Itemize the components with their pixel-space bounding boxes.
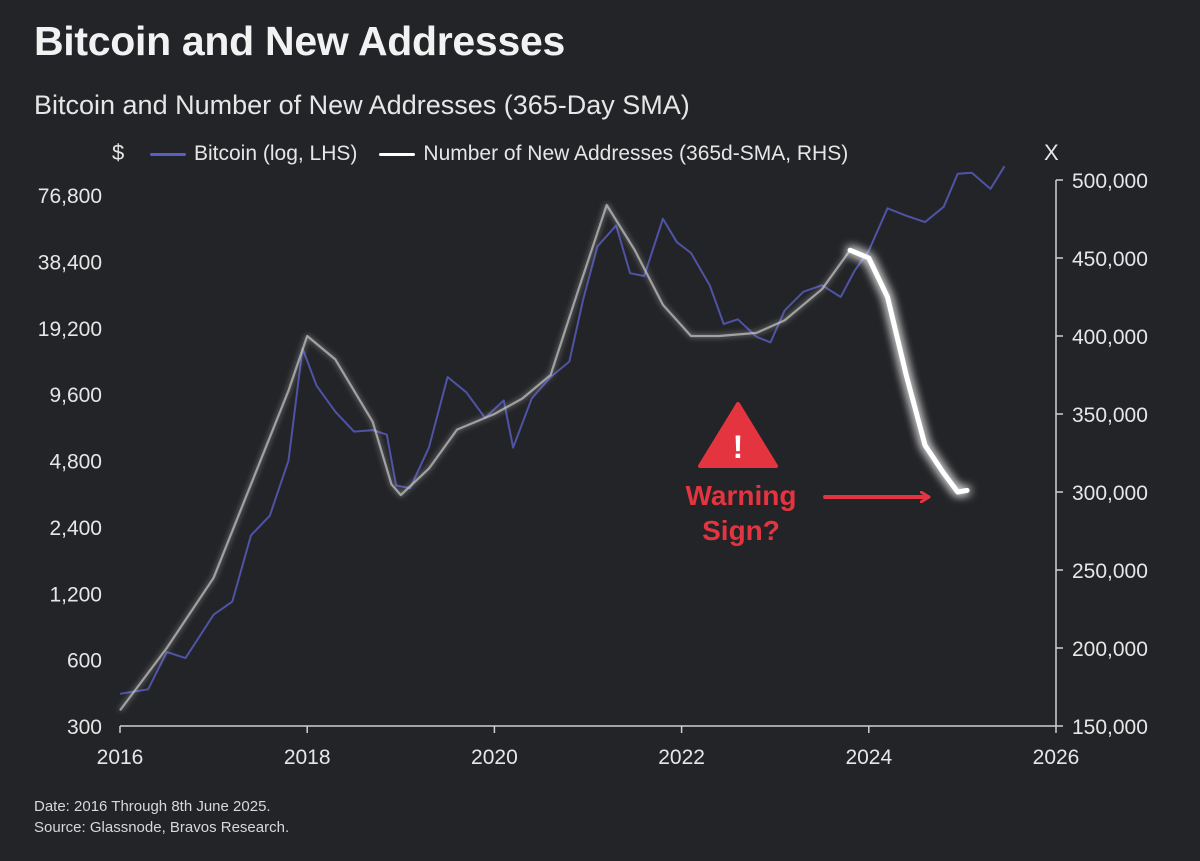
warning-text-line2: Sign? xyxy=(702,515,780,546)
right-y-tick-label: 150,000 xyxy=(1072,716,1148,739)
right-y-tick-label: 200,000 xyxy=(1072,638,1148,661)
x-tick-label: 2018 xyxy=(284,746,331,769)
left-y-tick-label: 9,600 xyxy=(49,384,102,407)
x-tick-label: 2016 xyxy=(97,746,144,769)
warning-triangle-icon xyxy=(698,402,778,468)
left-y-tick-label: 38,400 xyxy=(38,252,102,275)
legend-label-bitcoin: Bitcoin (log, LHS) xyxy=(194,142,358,165)
legend-swatch-bitcoin xyxy=(150,152,186,156)
right-y-tick-label: 300,000 xyxy=(1072,482,1148,505)
warning-text-line1: Warning xyxy=(686,480,797,511)
legend-item-new-addresses: Number of New Addresses (365d-SMA, RHS) xyxy=(379,142,848,166)
left-y-tick-label: 4,800 xyxy=(49,451,102,474)
new-addresses-line xyxy=(119,203,851,712)
right-y-tick-label: 500,000 xyxy=(1072,170,1148,193)
series-layer xyxy=(119,165,1006,712)
chart-legend: Bitcoin (log, LHS) Number of New Address… xyxy=(150,140,870,168)
warning-annotation: ! Warning Sign? xyxy=(686,402,928,546)
right-y-tick-label: 350,000 xyxy=(1072,404,1148,427)
x-tick-label: 2020 xyxy=(471,746,518,769)
new-addresses-highlight-line xyxy=(847,247,970,495)
left-y-tick-label: 1,200 xyxy=(49,583,102,606)
right-y-tick-label: 450,000 xyxy=(1072,248,1148,271)
left-axis-unit: $ xyxy=(112,140,125,165)
x-tick-label: 2026 xyxy=(1033,746,1080,769)
legend-label-new-addresses: Number of New Addresses (365d-SMA, RHS) xyxy=(423,142,849,165)
bitcoin-price-line xyxy=(119,165,1006,695)
axes-layer: 2016 2018 2020 2022 2024 2026 300 600 1,200 2,400… xyxy=(38,170,1148,769)
page-title: Bitcoin and New Addresses xyxy=(34,18,565,64)
x-tick-label: 2024 xyxy=(845,746,892,769)
warning-glyph: ! xyxy=(733,429,744,465)
chart-subtitle: Bitcoin and Number of New Addresses (365… xyxy=(34,90,690,120)
right-axis-unit: X xyxy=(1044,140,1059,165)
x-tick-label: 2022 xyxy=(658,746,705,769)
legend-item-bitcoin: Bitcoin (log, LHS) xyxy=(150,142,357,166)
chart-footer: Date: 2016 Through 8th June 2025. Source… xyxy=(34,796,289,838)
left-y-tick-label: 76,800 xyxy=(38,185,102,208)
footer-source: Source: Glassnode, Bravos Research. xyxy=(34,819,290,836)
left-y-tick-label: 600 xyxy=(67,650,102,673)
right-y-tick-label: 250,000 xyxy=(1072,560,1148,583)
footer-date: Date: 2016 Through 8th June 2025. xyxy=(34,798,271,815)
left-y-tick-label: 19,200 xyxy=(38,318,102,341)
left-y-tick-label: 2,400 xyxy=(49,517,102,540)
legend-swatch-new-addresses xyxy=(379,152,416,156)
left-y-tick-label: 300 xyxy=(67,716,102,739)
right-y-tick-label: 400,000 xyxy=(1072,326,1148,349)
